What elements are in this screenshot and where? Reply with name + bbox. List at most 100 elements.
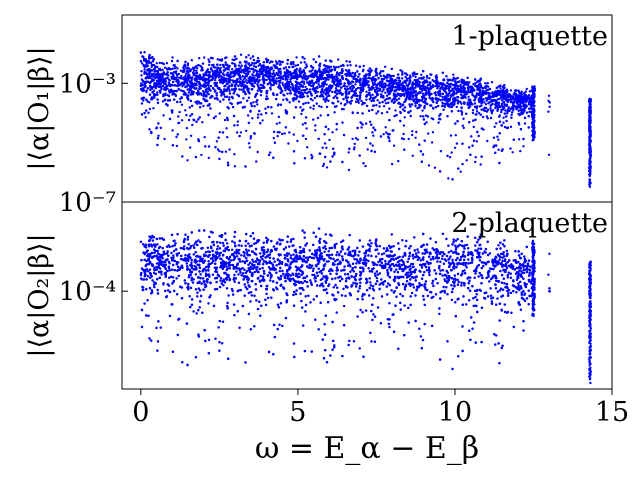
data-point — [339, 71, 343, 75]
data-point — [259, 70, 263, 74]
data-point — [200, 153, 203, 157]
data-point — [522, 96, 525, 99]
data-point — [403, 148, 406, 151]
data-point — [414, 86, 417, 90]
data-point — [314, 124, 317, 127]
data-point — [525, 111, 529, 114]
data-point — [428, 94, 431, 97]
data-point — [441, 85, 444, 89]
data-point — [161, 61, 164, 65]
data-point — [189, 93, 193, 96]
data-point — [276, 67, 280, 71]
data-point — [287, 142, 290, 145]
data-point — [176, 67, 179, 70]
data-point — [325, 105, 329, 109]
data-point — [167, 94, 171, 98]
data-point — [509, 100, 513, 104]
data-point — [405, 72, 408, 76]
data-point — [228, 96, 231, 99]
data-point — [362, 64, 365, 68]
data-point — [278, 63, 282, 66]
data-point — [247, 89, 250, 93]
data-point — [408, 103, 411, 106]
data-point — [245, 85, 249, 88]
data-point — [449, 85, 452, 89]
data-point — [233, 88, 236, 91]
data-point — [238, 80, 241, 84]
data-point — [357, 75, 360, 78]
data-point — [376, 99, 379, 102]
data-point — [231, 68, 234, 71]
data-point — [284, 77, 287, 80]
data-point — [219, 80, 223, 83]
data-point — [252, 58, 256, 62]
data-point — [475, 140, 479, 143]
data-point — [496, 98, 500, 101]
data-point — [372, 83, 375, 86]
data-point — [317, 55, 321, 58]
data-point — [397, 73, 400, 76]
data-point — [327, 71, 330, 74]
data-point — [350, 89, 353, 93]
data-point — [491, 109, 495, 112]
data-point — [505, 104, 508, 108]
data-point — [368, 91, 371, 95]
data-point — [462, 117, 465, 121]
data-point — [336, 100, 340, 103]
data-point — [172, 64, 175, 67]
data-point — [332, 147, 335, 150]
data-point — [230, 88, 234, 91]
data-point — [282, 94, 286, 97]
data-point — [395, 95, 398, 98]
data-point — [471, 94, 474, 97]
data-point — [485, 115, 489, 118]
data-point — [429, 73, 432, 76]
data-point — [363, 77, 366, 81]
data-point — [434, 79, 438, 83]
data-point — [148, 93, 152, 96]
data-point — [421, 92, 425, 95]
data-point — [140, 74, 143, 77]
data-point — [337, 65, 340, 69]
data-point — [357, 80, 360, 83]
data-point — [279, 72, 283, 75]
data-point — [230, 75, 233, 78]
data-point — [439, 99, 442, 102]
data-point — [318, 75, 322, 78]
data-point — [471, 103, 474, 106]
data-point — [299, 61, 303, 64]
data-point — [427, 164, 431, 167]
data-point — [163, 66, 167, 69]
data-point — [385, 97, 388, 101]
data-point — [171, 83, 174, 87]
data-point — [404, 75, 407, 79]
data-point — [277, 79, 280, 83]
data-point — [155, 82, 158, 85]
data-point — [309, 97, 313, 101]
data-point — [150, 87, 153, 91]
data-point — [381, 90, 384, 93]
data-point — [388, 73, 391, 77]
data-point — [258, 87, 262, 90]
data-point — [475, 113, 478, 116]
data-point — [301, 92, 304, 95]
data-point — [430, 104, 433, 107]
data-point — [399, 111, 402, 115]
data-point — [190, 59, 193, 62]
data-point — [294, 93, 297, 96]
data-point — [167, 74, 170, 77]
data-point — [492, 136, 496, 139]
data-point — [164, 92, 167, 95]
data-point — [156, 137, 160, 140]
data-point — [464, 91, 467, 95]
data-point — [388, 79, 391, 83]
data-point — [235, 82, 238, 86]
data-point — [216, 58, 219, 61]
data-point — [279, 79, 282, 82]
data-point — [354, 64, 358, 67]
data-point — [201, 121, 204, 124]
data-point — [224, 84, 227, 88]
data-point — [272, 156, 275, 159]
data-point — [341, 75, 344, 78]
data-point — [355, 97, 358, 101]
